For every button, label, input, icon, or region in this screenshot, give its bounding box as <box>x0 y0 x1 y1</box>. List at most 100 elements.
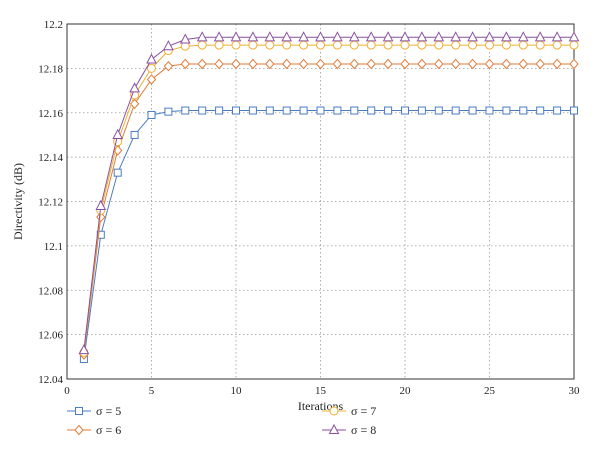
point-marker-diamond <box>417 58 427 70</box>
point-marker-diamond <box>434 58 444 70</box>
point-marker-triangle <box>179 33 191 44</box>
point-marker-triangle <box>213 31 225 42</box>
point-marker-square <box>536 106 545 115</box>
point-marker-triangle <box>163 40 174 51</box>
point-marker-circle <box>501 40 511 50</box>
y-tick-label: 12.18 <box>38 63 63 75</box>
point-marker-diamond <box>467 58 478 70</box>
y-axis-label: Directivity (dB) <box>11 163 25 240</box>
point-marker-triangle <box>450 31 462 42</box>
point-marker-circle <box>282 40 292 50</box>
point-marker-diamond <box>569 58 579 70</box>
series-3 <box>79 40 579 357</box>
point-marker-circle <box>329 406 339 416</box>
legend-item: σ = 8 <box>322 423 376 437</box>
point-marker-square <box>333 106 342 115</box>
point-marker-circle <box>316 40 325 50</box>
plot-frame <box>66 23 575 380</box>
point-marker-square <box>451 106 460 115</box>
point-marker-diamond <box>535 58 545 70</box>
point-marker-square <box>181 106 190 115</box>
point-marker-triangle <box>332 31 343 42</box>
point-marker-circle <box>518 40 528 50</box>
series-1 <box>79 106 578 364</box>
point-marker-circle <box>383 40 393 50</box>
point-marker-square <box>232 106 240 115</box>
point-marker-circle <box>366 40 376 50</box>
point-marker-triangle <box>467 31 478 42</box>
point-marker-diamond <box>248 58 258 70</box>
point-marker-square <box>485 106 494 115</box>
series-2 <box>79 58 579 360</box>
point-marker-triangle <box>247 31 259 42</box>
point-marker-diamond <box>552 58 562 70</box>
point-marker-square <box>367 106 376 115</box>
point-marker-square <box>350 106 359 115</box>
point-marker-square <box>147 110 156 119</box>
point-marker-circle <box>214 40 224 50</box>
series-4 <box>78 31 580 355</box>
legend: σ = 5 σ = 6 σ = 7 σ = 8 <box>67 404 376 437</box>
point-marker-circle <box>400 40 410 50</box>
point-marker-circle <box>434 40 444 50</box>
y-tick-label: 12.12 <box>38 197 63 209</box>
legend-label: σ = 6 <box>96 423 121 437</box>
point-marker-circle <box>299 40 309 50</box>
point-marker-diamond <box>180 58 190 70</box>
point-marker-square <box>215 106 224 115</box>
point-marker-square <box>248 106 257 115</box>
point-marker-diamond <box>146 74 157 85</box>
point-marker-triangle <box>399 31 411 42</box>
point-marker-triangle <box>348 31 360 42</box>
point-marker-triangle <box>112 128 124 139</box>
point-marker-triangle <box>95 199 107 210</box>
legend-item: σ = 5 <box>67 404 121 418</box>
legend-item: σ = 7 <box>322 404 376 418</box>
point-marker-square <box>130 130 139 139</box>
point-marker-square <box>519 106 528 115</box>
point-marker-triangle <box>484 31 495 42</box>
point-marker-circle <box>349 40 359 50</box>
x-tick-label: 0 <box>64 385 70 397</box>
x-tick-label: 10 <box>231 385 243 397</box>
y-tick-label: 12.14 <box>38 152 63 164</box>
legend-item: σ = 6 <box>67 423 121 437</box>
point-marker-triangle <box>281 31 293 42</box>
point-marker-diamond <box>214 58 224 70</box>
point-marker-circle <box>248 40 258 50</box>
x-tick-label: 25 <box>484 385 496 397</box>
point-marker-square <box>468 106 477 115</box>
series-line <box>83 44 574 353</box>
point-marker-triangle <box>196 31 208 42</box>
point-marker-diamond <box>518 58 528 70</box>
grid <box>67 24 574 379</box>
y-tick-label: 12.2 <box>44 19 63 31</box>
point-marker-triangle <box>433 31 445 42</box>
series-line <box>83 110 574 360</box>
point-marker-triangle <box>416 31 428 42</box>
x-tick-label: 5 <box>149 385 155 397</box>
y-tick-label: 12.08 <box>38 285 63 297</box>
point-marker-square <box>75 407 83 415</box>
point-marker-circle <box>147 63 156 73</box>
y-tick-label: 12.06 <box>38 330 63 342</box>
point-marker-triangle <box>382 31 394 42</box>
point-marker-circle <box>468 40 478 50</box>
legend-label: σ = 5 <box>96 404 121 418</box>
point-marker-square <box>417 106 426 115</box>
point-marker-square <box>164 107 173 116</box>
point-marker-square <box>282 106 291 115</box>
series-line <box>83 36 574 351</box>
point-marker-diamond <box>501 58 512 70</box>
point-marker-square <box>502 106 511 115</box>
point-marker-square <box>434 106 443 115</box>
point-marker-diamond <box>451 58 461 70</box>
point-marker-square <box>401 106 409 115</box>
point-marker-diamond <box>366 58 376 70</box>
point-marker-diamond <box>298 58 309 70</box>
point-marker-triangle <box>230 31 242 42</box>
point-marker-square <box>384 106 393 115</box>
point-marker-triangle <box>365 31 377 42</box>
series-line <box>83 63 574 355</box>
